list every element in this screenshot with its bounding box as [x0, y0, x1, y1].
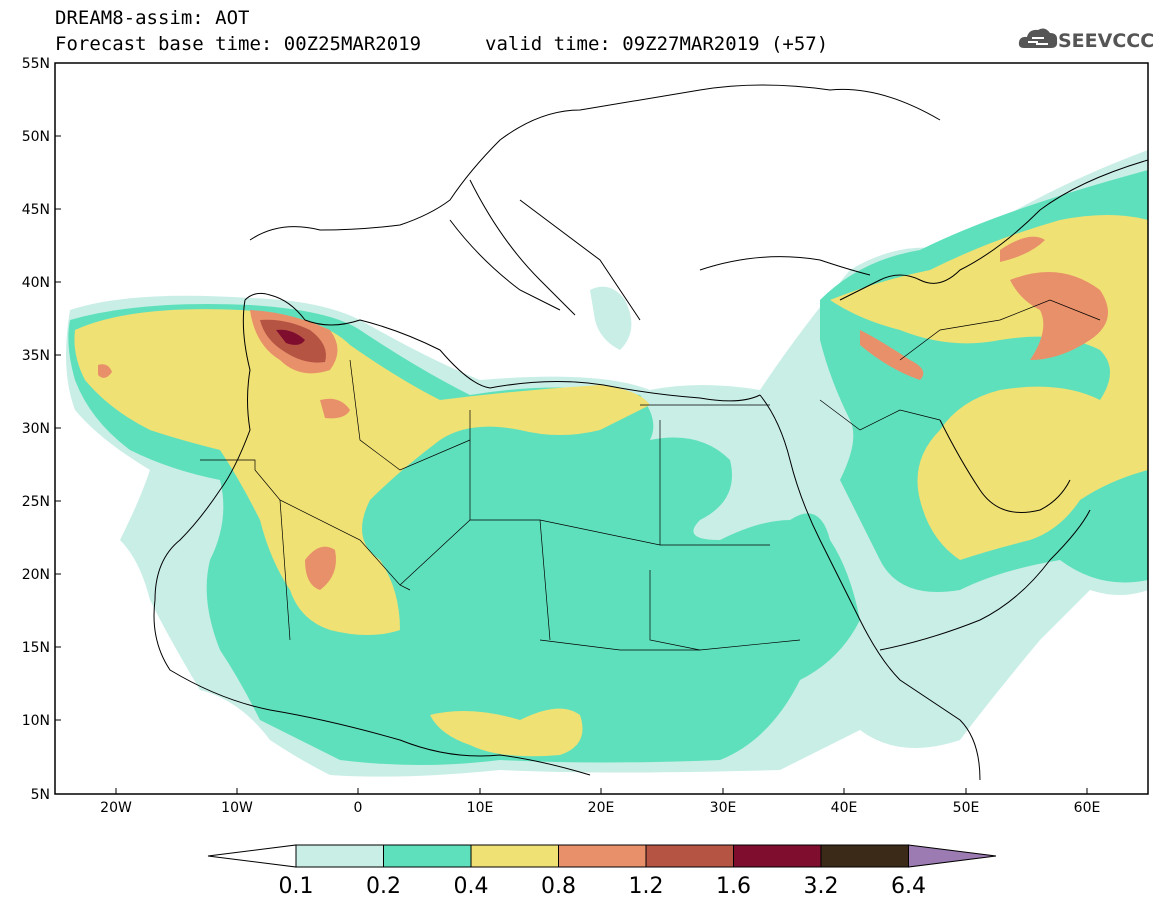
coastlines: [153, 84, 1148, 781]
colorbar-label: 6.4: [891, 874, 926, 899]
lat-label: 5N: [31, 787, 50, 803]
lon-label: 10E: [467, 800, 494, 816]
lat-label: 10N: [22, 713, 50, 729]
colorbar-swatch: [383, 844, 472, 868]
colorbar-label: 0.4: [454, 874, 489, 899]
aot-band-0.8-c: [320, 398, 350, 419]
lon-label: 20W: [100, 800, 132, 816]
lon-label: 60E: [1074, 800, 1101, 816]
aot-patch-yellow-s: [430, 708, 583, 757]
aot-field: [66, 150, 1148, 777]
longitude-axis: 20W 10W 0 10E 20E 30E 40E 50E 60E: [100, 788, 1100, 816]
lat-label: 50N: [22, 129, 50, 145]
aot-band-0.8-b: [305, 546, 336, 590]
lat-label: 15N: [22, 640, 50, 656]
country-borders: [200, 299, 1101, 651]
map-title: DREAM8-assim: AOT: [55, 7, 250, 29]
lat-label: 20N: [22, 567, 50, 583]
lon-label: 30E: [710, 800, 737, 816]
colorbar: 0.1 0.2 0.4 0.8 1.2 1.6 3.2 6.4: [207, 844, 997, 899]
lon-label: 40E: [831, 800, 858, 816]
lon-label: 50E: [953, 800, 980, 816]
aot-band-0.4: [74, 309, 650, 635]
colorbar-label: 3.2: [804, 874, 839, 899]
latitude-axis: 55N 50N 45N 40N 35N 30N 25N 20N 15N 10N …: [22, 56, 61, 803]
lat-label: 35N: [22, 348, 50, 364]
colorbar-over-arrow: [908, 844, 997, 868]
aot-band-1.6: [276, 329, 305, 345]
lat-label: 25N: [22, 494, 50, 510]
colorbar-label: 0.2: [366, 874, 401, 899]
colorbar-label: 1.6: [716, 874, 751, 899]
colorbar-swatch: [558, 844, 647, 868]
lat-label: 45N: [22, 202, 50, 218]
forecast-base-time: Forecast base time: 00Z25MAR2019: [55, 33, 422, 55]
aot-band-0.1-east: [590, 286, 632, 350]
cloud-logo-icon: [1018, 28, 1058, 48]
colorbar-label: 0.1: [279, 874, 314, 899]
lat-label: 40N: [22, 275, 50, 291]
colorbar-swatch: [733, 844, 822, 868]
lat-label: 55N: [22, 56, 50, 72]
lon-label: 0: [354, 800, 363, 816]
logo-text: SEEVCCC: [1058, 30, 1155, 52]
colorbar-label: 1.2: [629, 874, 664, 899]
lon-label: 20E: [588, 800, 615, 816]
colorbar-swatch: [295, 844, 384, 868]
colorbar-swatch: [470, 844, 559, 868]
colorbar-swatch: [820, 844, 909, 868]
colorbar-under-arrow: [207, 844, 297, 868]
colorbar-label: 0.8: [541, 874, 576, 899]
colorbar-swatch: [645, 844, 734, 868]
aot-band-0.8-west: [98, 364, 112, 378]
lat-label: 30N: [22, 421, 50, 437]
aot-band-0.8-east: [860, 236, 1108, 380]
lon-label: 10W: [221, 800, 253, 816]
valid-time: valid time: 09Z27MAR2019 (+57): [485, 33, 829, 55]
